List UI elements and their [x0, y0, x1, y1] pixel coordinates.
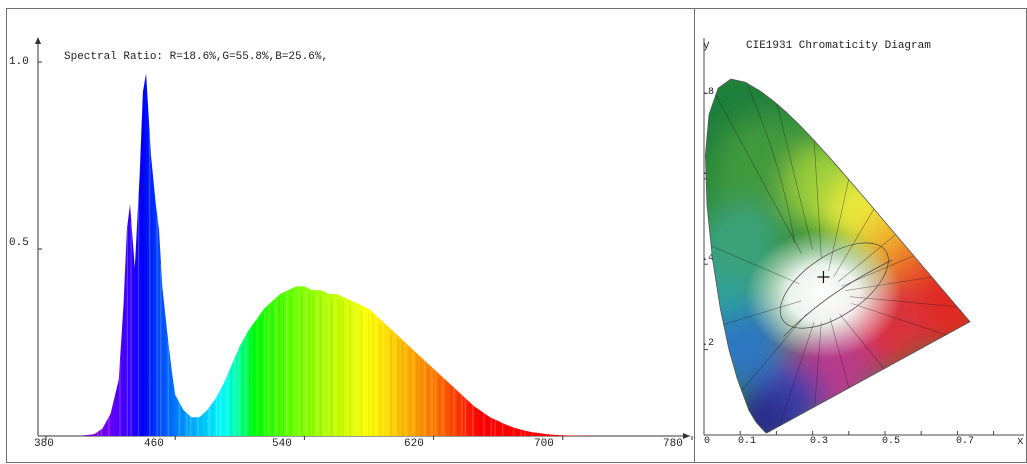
planckian-locus — [783, 259, 893, 338]
spectrum-chart-title: Spectral Ratio: R=18.6%,G=55.8%,B=25.6%, — [64, 51, 329, 63]
cie-x-tick-label: 0 — [704, 436, 711, 447]
x-axis-arrow — [683, 433, 690, 439]
x-tick-label: 460 — [144, 438, 164, 450]
cie-y-axis-label: y — [703, 40, 710, 52]
x-tick-label: 620 — [404, 438, 424, 450]
y-axis-arrow — [35, 37, 41, 44]
y-tick-label-top: 1.0 — [9, 56, 29, 68]
white-region-outline — [779, 242, 889, 329]
cie-x-tick-label: 0.7 — [956, 436, 975, 447]
x-tick-label: 380 — [34, 438, 54, 450]
spectrum-area — [46, 73, 692, 436]
x-tick-label: 700 — [534, 438, 554, 450]
cie-chart-title: CIE1931 Chromaticity Diagram — [746, 40, 931, 52]
x-tick-label: 540 — [272, 438, 292, 450]
y-tick-label-mid: 0.5 — [9, 237, 29, 249]
spectrum-plot — [35, 37, 693, 440]
cie-x-tick-label: 0.5 — [882, 436, 901, 447]
cie-x-axis-label: x — [1017, 436, 1024, 448]
cie-y-tick-label: .8 — [702, 87, 715, 98]
cie-y-tick-label: .4 — [702, 253, 715, 264]
spectral-locus — [704, 78, 971, 434]
x-tick-label: 780 — [663, 438, 683, 450]
cie-y-tick-label: .2 — [702, 338, 715, 349]
cie-diagram — [703, 38, 1024, 436]
cie-color-fill — [705, 79, 971, 433]
cie-x-tick-label: 0.1 — [738, 436, 757, 447]
cie-x-tick-label: 0.3 — [810, 436, 829, 447]
